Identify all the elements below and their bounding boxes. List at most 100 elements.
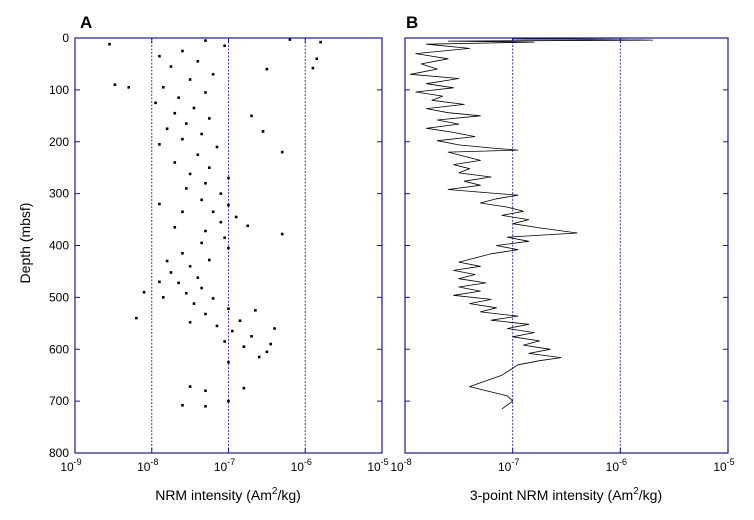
data-point [204,181,207,185]
panel-a-y-ticks: 0 100 200 300 400 500 600 700 800 [49,31,382,460]
data-point [257,355,261,359]
data-point [169,271,173,274]
data-point [173,111,177,115]
y-tick-label: 200 [49,135,69,149]
data-point [204,91,207,94]
data-point [227,246,230,250]
data-point [158,54,161,58]
y-tick-label: 300 [49,187,69,201]
y-tick-label: 500 [49,290,69,304]
panel-b-reference-lines [512,38,621,453]
data-point [188,264,192,268]
data-point [250,114,253,118]
panel-b-x-axis-title: 3-point NRM intensity (Am2/kg) [470,486,662,503]
y-tick-label: 600 [49,342,69,356]
data-point [173,226,177,229]
data-point [204,389,207,393]
data-point [165,127,169,131]
panel-b-plot-frame [404,37,729,454]
data-point [238,319,242,323]
data-point [204,312,207,316]
data-point [158,202,161,206]
data-point [211,210,215,214]
data-point [158,280,161,284]
data-point [177,96,180,99]
y-tick-label: 100 [49,83,69,97]
data-point [250,334,253,338]
data-point [208,117,211,120]
data-point [227,176,230,180]
data-point [211,297,215,300]
x-tick-label: 10-5 [713,457,734,474]
data-point [242,345,246,348]
data-point [192,302,196,305]
panel-b-letter: B [406,13,418,32]
data-point [200,241,203,245]
data-point [181,210,184,214]
data-point [273,327,276,330]
x-tick-label: 10-6 [606,457,627,474]
data-point [200,198,203,202]
panel-a: A Depth (mbsf) 0 100 200 300 400 500 600 700 800… [17,13,389,503]
data-point [223,340,226,343]
data-point [223,236,226,240]
data-point [223,44,226,48]
data-point [200,132,203,136]
data-point [127,85,131,89]
panel-b-line-series [409,37,653,410]
data-point [204,405,207,408]
data-point [161,296,165,299]
panel-b: B 10-8 10-7 10-6 10-5 3-point NRM intensity… [390,13,734,503]
panel-a-scatter-points [108,38,322,408]
data-point [184,291,188,295]
data-point [265,67,269,71]
panel-a-x-ticks: 10-9 10-8 10-7 10-6 10-5 [60,38,389,474]
data-point [161,85,165,89]
data-point [196,60,200,63]
data-point [242,386,246,390]
y-tick-label: 700 [49,394,69,408]
x-tick-label: 10-5 [367,457,388,474]
y-axis-title: Depth (mbsf) [17,203,33,284]
nrm-line [409,37,653,410]
data-point [181,137,184,141]
data-point [288,38,292,41]
panel-b-y-ticks [405,37,728,454]
data-point [265,350,269,354]
data-point [227,203,230,207]
x-tick-label: 10-6 [291,457,312,474]
data-point [188,78,192,81]
x-tick-label: 10-8 [137,457,158,474]
y-tick-label: 800 [49,446,69,460]
data-point [181,403,184,407]
y-tick-label: 0 [62,31,69,45]
data-point [219,220,223,224]
data-point [269,342,273,346]
data-point [184,187,188,190]
data-point [113,83,117,86]
data-point [200,286,203,290]
data-point [142,290,146,294]
data-point [254,309,257,312]
data-point [196,153,200,157]
data-point [227,307,230,311]
panel-a-reference-lines [151,38,306,453]
panel-a-letter: A [80,13,92,32]
data-point [227,360,230,364]
data-point [173,161,177,164]
data-point [319,40,322,44]
x-tick-label: 10-8 [390,457,411,474]
data-point [204,229,207,233]
data-point [165,259,169,263]
data-point [311,66,315,70]
data-point [188,385,192,388]
data-point [215,145,219,149]
data-point [196,276,200,279]
x-tick-label: 10-9 [60,457,81,474]
data-point [108,42,111,46]
data-point [188,320,192,324]
data-point [261,130,265,133]
data-point [158,143,161,146]
data-point [169,65,173,68]
